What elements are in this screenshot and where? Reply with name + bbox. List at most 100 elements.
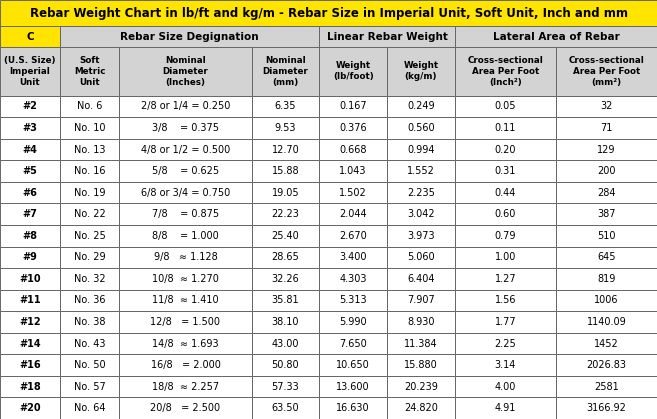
- Text: 1.27: 1.27: [495, 274, 516, 284]
- Bar: [60, 268, 120, 290]
- Text: 6.404: 6.404: [407, 274, 435, 284]
- Bar: [0, 225, 60, 246]
- Bar: [387, 182, 455, 203]
- Text: 510: 510: [597, 231, 616, 241]
- Text: 819: 819: [597, 274, 616, 284]
- Bar: [387, 160, 455, 182]
- Text: 4.91: 4.91: [495, 403, 516, 413]
- Text: #5: #5: [22, 166, 37, 176]
- Text: 2.25: 2.25: [495, 339, 516, 349]
- Text: 19.05: 19.05: [271, 188, 299, 198]
- Bar: [252, 333, 319, 354]
- Bar: [455, 203, 556, 225]
- Bar: [120, 354, 252, 376]
- Bar: [319, 376, 387, 398]
- Text: 1.502: 1.502: [339, 188, 367, 198]
- Bar: [319, 203, 387, 225]
- Bar: [455, 225, 556, 246]
- Bar: [455, 268, 556, 290]
- Text: 0.560: 0.560: [407, 123, 435, 133]
- Text: 8.930: 8.930: [407, 317, 435, 327]
- Text: #20: #20: [19, 403, 41, 413]
- Text: 35.81: 35.81: [271, 295, 299, 305]
- Bar: [0, 0, 657, 26]
- Bar: [319, 182, 387, 203]
- Text: No. 32: No. 32: [74, 274, 105, 284]
- Bar: [0, 96, 60, 117]
- Text: 3.400: 3.400: [340, 252, 367, 262]
- Text: 16.630: 16.630: [336, 403, 370, 413]
- Text: 2026.83: 2026.83: [587, 360, 627, 370]
- Text: 2581: 2581: [594, 382, 619, 392]
- Text: 6/8 or 3/4 = 0.750: 6/8 or 3/4 = 0.750: [141, 188, 230, 198]
- Text: No. 19: No. 19: [74, 188, 105, 198]
- Text: 43.00: 43.00: [272, 339, 299, 349]
- Bar: [120, 182, 252, 203]
- Text: Cross-sectional
Area Per Foot
(mm²): Cross-sectional Area Per Foot (mm²): [568, 56, 645, 87]
- Text: 0.249: 0.249: [407, 101, 435, 111]
- Text: No. 36: No. 36: [74, 295, 105, 305]
- Text: 63.50: 63.50: [271, 403, 299, 413]
- Text: No. 43: No. 43: [74, 339, 105, 349]
- Text: 12.70: 12.70: [271, 145, 300, 155]
- Bar: [120, 203, 252, 225]
- Text: 1006: 1006: [594, 295, 619, 305]
- Text: No. 57: No. 57: [74, 382, 106, 392]
- Bar: [120, 139, 252, 160]
- Bar: [0, 290, 60, 311]
- Bar: [252, 290, 319, 311]
- Bar: [60, 333, 120, 354]
- Bar: [252, 268, 319, 290]
- Bar: [60, 354, 120, 376]
- Bar: [120, 47, 252, 96]
- Text: 18/8  ≈ 2.257: 18/8 ≈ 2.257: [152, 382, 219, 392]
- Text: 129: 129: [597, 145, 616, 155]
- Bar: [60, 139, 120, 160]
- Bar: [60, 26, 319, 47]
- Bar: [556, 182, 657, 203]
- Bar: [319, 117, 387, 139]
- Bar: [120, 311, 252, 333]
- Bar: [120, 290, 252, 311]
- Text: 4.00: 4.00: [495, 382, 516, 392]
- Text: No. 38: No. 38: [74, 317, 105, 327]
- Bar: [387, 290, 455, 311]
- Bar: [120, 96, 252, 117]
- Text: 200: 200: [597, 166, 616, 176]
- Bar: [252, 117, 319, 139]
- Text: 2.235: 2.235: [407, 188, 435, 198]
- Bar: [120, 398, 252, 419]
- Text: 28.65: 28.65: [271, 252, 300, 262]
- Text: #4: #4: [22, 145, 37, 155]
- Text: Weight
(lb/foot): Weight (lb/foot): [333, 61, 374, 81]
- Bar: [0, 398, 60, 419]
- Text: No. 29: No. 29: [74, 252, 105, 262]
- Text: (U.S. Size)
Imperial
Unit: (U.S. Size) Imperial Unit: [4, 56, 56, 87]
- Bar: [455, 290, 556, 311]
- Text: 5.060: 5.060: [407, 252, 435, 262]
- Bar: [252, 354, 319, 376]
- Bar: [387, 203, 455, 225]
- Text: 6.35: 6.35: [275, 101, 296, 111]
- Bar: [0, 203, 60, 225]
- Bar: [319, 398, 387, 419]
- Text: 0.60: 0.60: [495, 209, 516, 219]
- Bar: [120, 333, 252, 354]
- Text: 4.303: 4.303: [340, 274, 367, 284]
- Bar: [455, 139, 556, 160]
- Text: 14/8  ≈ 1.693: 14/8 ≈ 1.693: [152, 339, 219, 349]
- Text: 15.880: 15.880: [404, 360, 438, 370]
- Text: 32: 32: [600, 101, 612, 111]
- Text: 0.20: 0.20: [495, 145, 516, 155]
- Bar: [319, 26, 455, 47]
- Bar: [387, 398, 455, 419]
- Bar: [556, 225, 657, 246]
- Text: 3166.92: 3166.92: [587, 403, 626, 413]
- Text: 7.650: 7.650: [339, 339, 367, 349]
- Bar: [120, 225, 252, 246]
- Text: 16/8   = 2.000: 16/8 = 2.000: [150, 360, 221, 370]
- Text: 1452: 1452: [594, 339, 619, 349]
- Text: 22.23: 22.23: [271, 209, 300, 219]
- Bar: [60, 160, 120, 182]
- Text: 20/8   = 2.500: 20/8 = 2.500: [150, 403, 221, 413]
